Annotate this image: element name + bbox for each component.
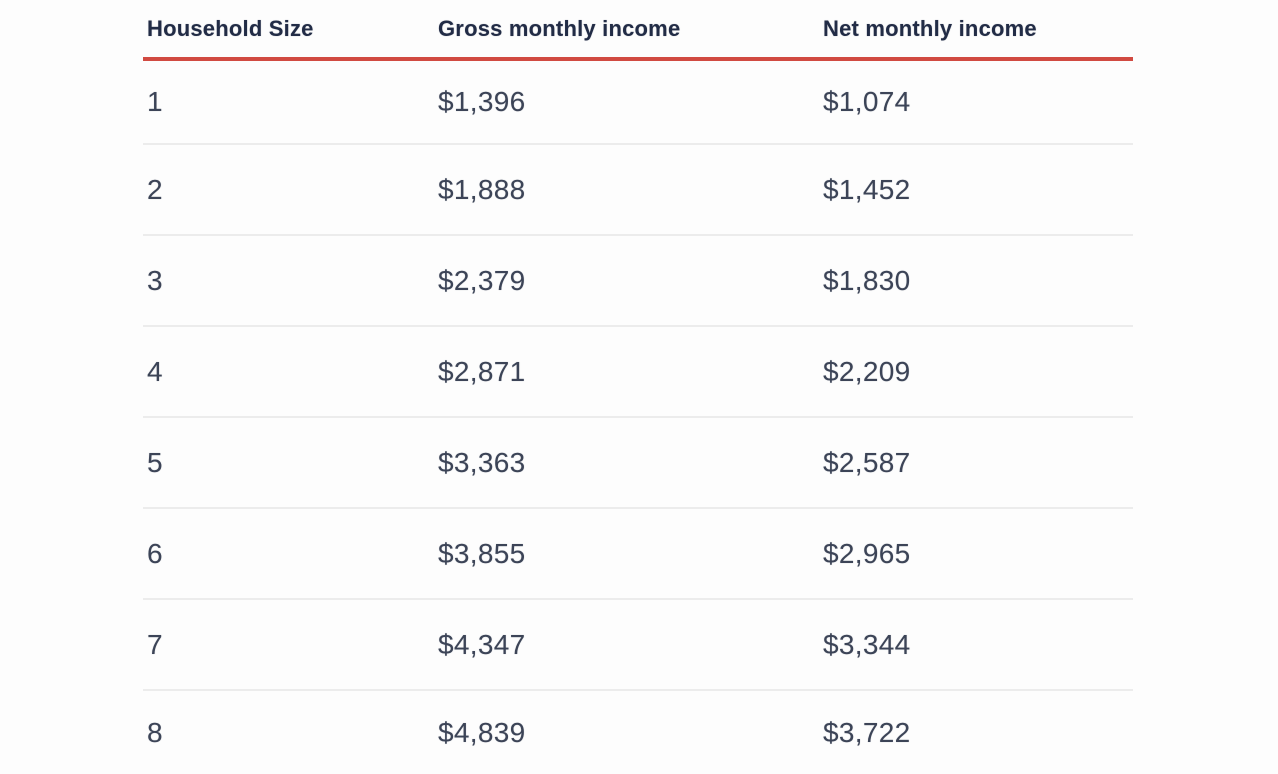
table-row: 7 $4,347 $3,344 [143, 600, 1133, 691]
cell-net-monthly-income: $1,452 [823, 173, 911, 205]
cell-net-monthly-income: $1,830 [823, 264, 911, 296]
cell-household-size: 5 [147, 446, 163, 478]
cell-net-monthly-income: $2,965 [823, 537, 911, 569]
cell-net-monthly-income: $2,209 [823, 355, 911, 387]
table-row: 8 $4,839 $3,722 [143, 691, 1133, 774]
cell-household-size: 6 [147, 537, 163, 569]
table-header-row: Household Size Gross monthly income Net … [143, 0, 1133, 61]
cell-net-monthly-income: $3,722 [823, 716, 911, 748]
cell-net-monthly-income: $1,074 [823, 86, 911, 117]
cell-gross-monthly-income: $2,871 [438, 355, 526, 387]
cell-gross-monthly-income: $3,363 [438, 446, 526, 478]
cell-gross-monthly-income: $4,347 [438, 628, 526, 660]
cell-gross-monthly-income: $2,379 [438, 264, 526, 296]
table-row: 4 $2,871 $2,209 [143, 327, 1133, 418]
cell-gross-monthly-income: $1,396 [438, 86, 526, 117]
cell-net-monthly-income: $3,344 [823, 628, 911, 660]
cell-household-size: 2 [147, 173, 163, 205]
cell-gross-monthly-income: $1,888 [438, 173, 526, 205]
cell-household-size: 1 [147, 86, 163, 117]
cell-net-monthly-income: $2,587 [823, 446, 911, 478]
table-row: 5 $3,363 $2,587 [143, 418, 1133, 509]
cell-household-size: 4 [147, 355, 163, 387]
header-net-monthly-income: Net monthly income [823, 15, 1037, 41]
income-limits-table: Household Size Gross monthly income Net … [143, 0, 1133, 774]
table-row: 2 $1,888 $1,452 [143, 145, 1133, 236]
table-body: 1 $1,396 $1,074 2 $1,888 $1,452 3 $2,379… [143, 61, 1133, 774]
cell-household-size: 7 [147, 628, 163, 660]
header-household-size: Household Size [147, 15, 314, 41]
table-row: 1 $1,396 $1,074 [143, 61, 1133, 145]
cell-gross-monthly-income: $3,855 [438, 537, 526, 569]
cell-gross-monthly-income: $4,839 [438, 716, 526, 748]
table-row: 6 $3,855 $2,965 [143, 509, 1133, 600]
cell-household-size: 8 [147, 716, 163, 748]
header-gross-monthly-income: Gross monthly income [438, 15, 681, 41]
table-row: 3 $2,379 $1,830 [143, 236, 1133, 327]
cell-household-size: 3 [147, 264, 163, 296]
